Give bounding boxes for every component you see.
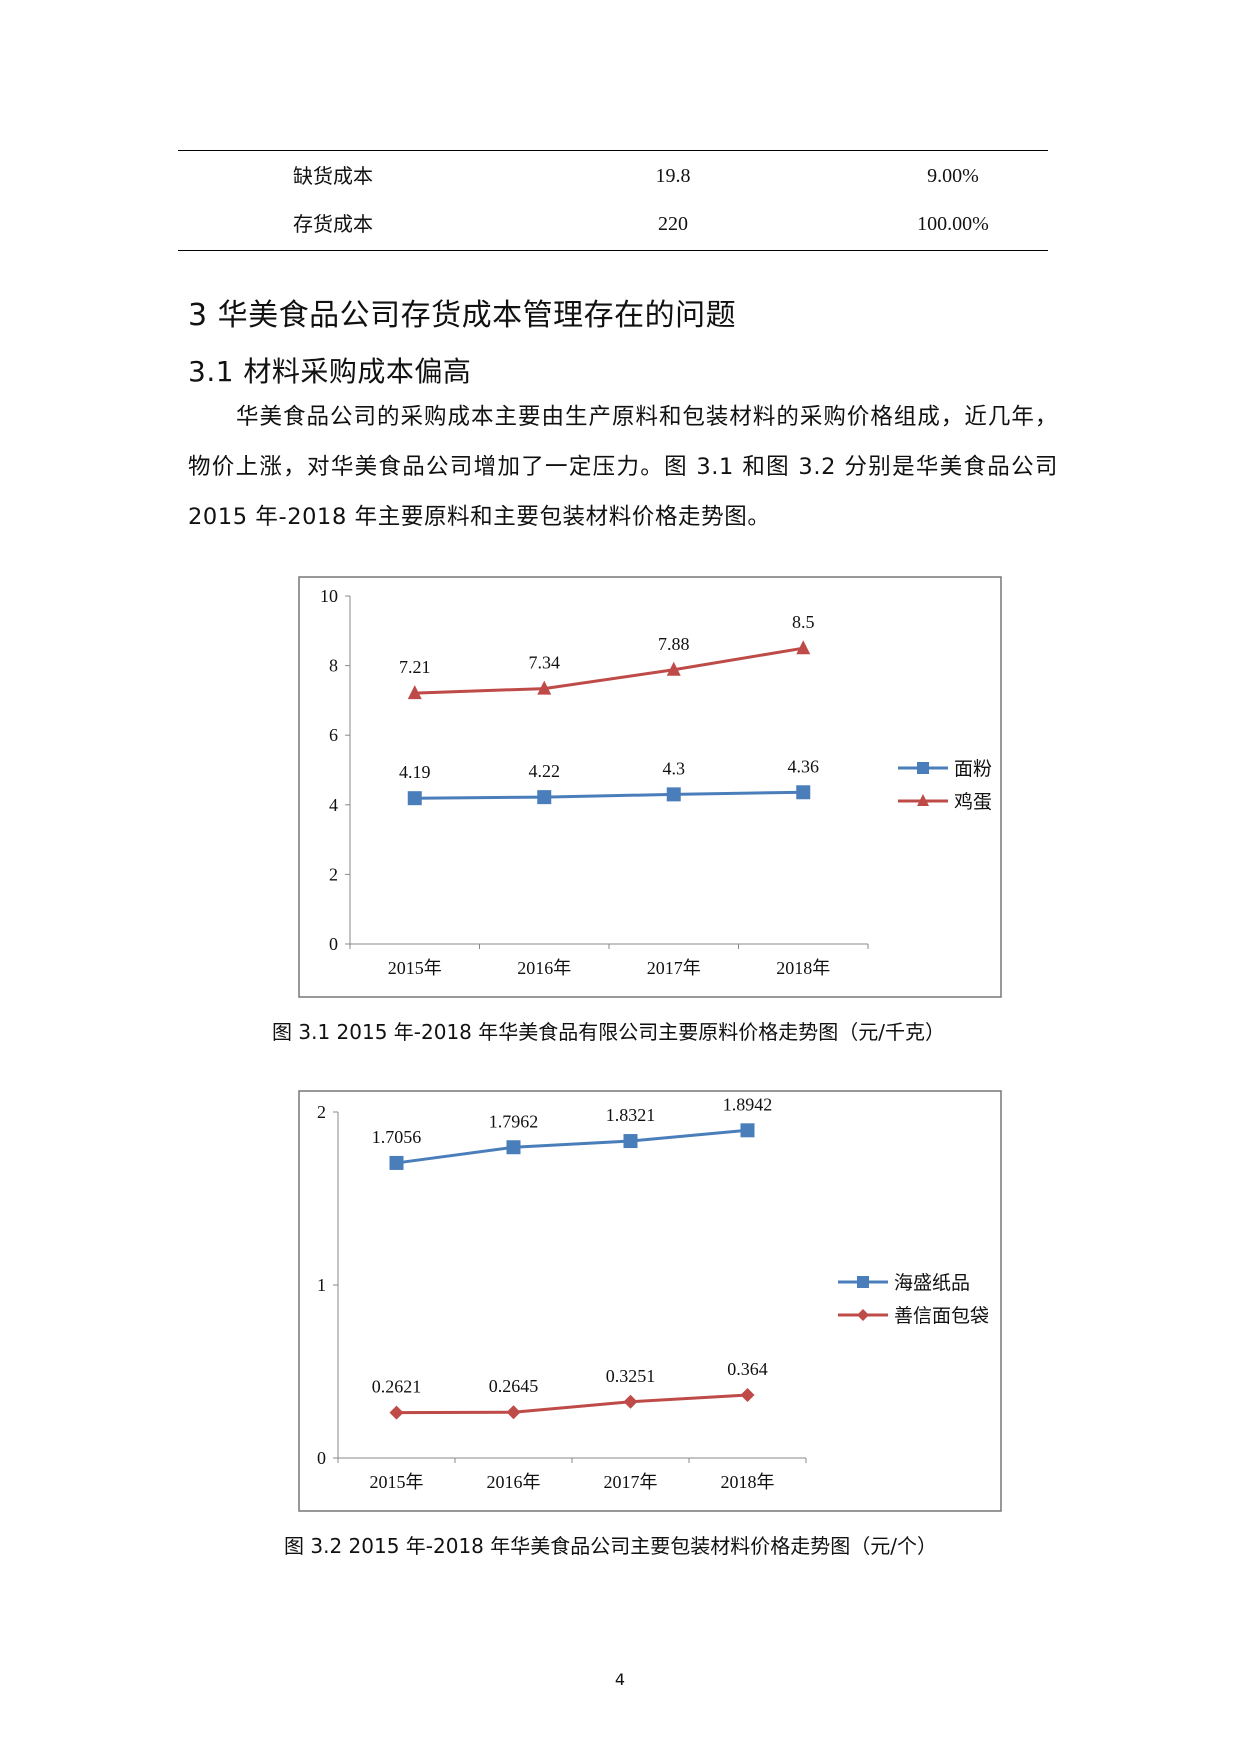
raw-material-price-chart: 0 2 4 6 8 10 2015年 2016年 2017年 2018年 4.19 4.22 4.3 4.… xyxy=(298,576,1002,998)
legend-label: 鸡蛋 xyxy=(954,791,992,813)
data-label: 1.7962 xyxy=(489,1111,539,1131)
marker-square xyxy=(857,1276,869,1288)
data-label: 1.8321 xyxy=(606,1105,656,1125)
y-tick-label: 4 xyxy=(329,795,338,815)
y-tick-label: 2 xyxy=(317,1102,326,1122)
chart-frame xyxy=(298,576,1002,998)
packaging-price-chart: 0 1 2 2015年 2016年 2017年 2018年 1.7056 1.7962 1.832… xyxy=(298,1090,1002,1512)
marker-diamond xyxy=(623,1394,638,1409)
table-bottom-rule xyxy=(178,250,1048,251)
marker-triangle xyxy=(407,685,422,700)
data-label: 0.2645 xyxy=(489,1376,539,1396)
x-tick-label: 2017年 xyxy=(647,958,701,978)
marker-triangle xyxy=(917,794,929,806)
series-line xyxy=(396,1128,748,1165)
x-tick-label: 2015年 xyxy=(370,1472,424,1492)
marker-diamond xyxy=(740,1388,755,1403)
y-tick-label: 2 xyxy=(329,864,338,884)
marker-diamond xyxy=(389,1405,404,1420)
x-tick-label: 2016年 xyxy=(517,958,571,978)
marker-triangle xyxy=(666,661,681,676)
data-label: 4.22 xyxy=(529,761,561,781)
section-heading: 3 华美食品公司存货成本管理存在的问题 xyxy=(188,298,737,333)
subsection-heading: 3.1 材料采购成本偏高 xyxy=(188,355,472,388)
data-label: 8.5 xyxy=(792,612,815,632)
page-number: 4 xyxy=(614,1670,626,1689)
body-paragraph: 华美食品公司的采购成本主要由生产原料和包装材料的采购价格组成，近几年，物价上涨，… xyxy=(188,404,1058,530)
y-tick-label: 8 xyxy=(329,656,338,676)
y-tick-label: 1 xyxy=(317,1275,326,1295)
table-cell-item: 缺货成本 xyxy=(293,164,373,188)
marker-square xyxy=(407,791,422,806)
y-tick-label: 6 xyxy=(329,725,338,745)
data-label: 1.7056 xyxy=(372,1127,422,1147)
data-label: 7.88 xyxy=(658,634,690,654)
data-label: 0.364 xyxy=(727,1359,768,1379)
x-tick-label: 2017年 xyxy=(604,1472,658,1492)
y-tick-label: 0 xyxy=(317,1448,326,1468)
table-row: 存货成本 220 100.00% xyxy=(178,200,1048,248)
table-top-rule xyxy=(178,150,1048,151)
figure2-caption: 图 3.2 2015 年-2018 年华美食品公司主要包装材料价格走势图（元/个… xyxy=(284,1534,937,1558)
marker-square xyxy=(506,1140,521,1155)
series-line xyxy=(414,790,804,800)
marker-triangle xyxy=(796,640,811,655)
data-label: 0.3251 xyxy=(606,1366,656,1386)
table-cell-amount: 19.8 xyxy=(655,165,691,187)
packaging-chart-svg: 0 1 2 2015年 2016年 2017年 2018年 1.7056 1.7962 1.832… xyxy=(298,1090,1002,1512)
marker-square xyxy=(389,1155,404,1170)
table-cell-amount: 220 xyxy=(658,213,688,235)
data-label: 0.2621 xyxy=(372,1377,422,1397)
table-cell-item: 存货成本 xyxy=(293,212,373,236)
data-label: 4.19 xyxy=(399,762,431,782)
table-row: 缺货成本 19.8 9.00% xyxy=(178,152,1048,200)
marker-square xyxy=(917,762,929,774)
marker-triangle xyxy=(537,680,552,695)
figure1-caption: 图 3.1 2015 年-2018 年华美食品有限公司主要原料价格走势图（元/千… xyxy=(272,1020,945,1044)
marker-square xyxy=(666,787,681,802)
data-label: 1.8942 xyxy=(723,1094,773,1114)
marker-square xyxy=(623,1134,638,1149)
marker-square xyxy=(796,785,811,800)
legend-label: 善信面包袋 xyxy=(894,1305,989,1327)
x-tick-label: 2016年 xyxy=(487,1472,541,1492)
x-tick-label: 2018年 xyxy=(776,958,830,978)
marker-square xyxy=(537,790,552,805)
series-line xyxy=(396,1393,748,1415)
series-line xyxy=(414,646,804,695)
data-label: 4.3 xyxy=(663,758,686,778)
marker-diamond xyxy=(857,1309,869,1321)
data-label: 7.34 xyxy=(529,653,561,673)
raw-material-chart-svg: 0 2 4 6 8 10 2015年 2016年 2017年 2018年 4.19 4.22 4.3 4.… xyxy=(298,576,1002,998)
x-tick-label: 2015年 xyxy=(388,958,442,978)
y-tick-label: 10 xyxy=(320,586,338,606)
legend-label: 面粉 xyxy=(954,758,992,780)
marker-diamond xyxy=(506,1405,521,1420)
legend-label: 海盛纸品 xyxy=(894,1272,970,1294)
table-cell-ratio: 9.00% xyxy=(927,165,979,187)
data-label: 7.21 xyxy=(399,657,431,677)
chart-frame xyxy=(298,1090,1002,1512)
x-tick-label: 2018年 xyxy=(721,1472,775,1492)
table-cell-ratio: 100.00% xyxy=(917,213,989,235)
marker-square xyxy=(740,1123,755,1138)
y-tick-label: 0 xyxy=(329,934,338,954)
data-label: 4.36 xyxy=(788,756,820,776)
